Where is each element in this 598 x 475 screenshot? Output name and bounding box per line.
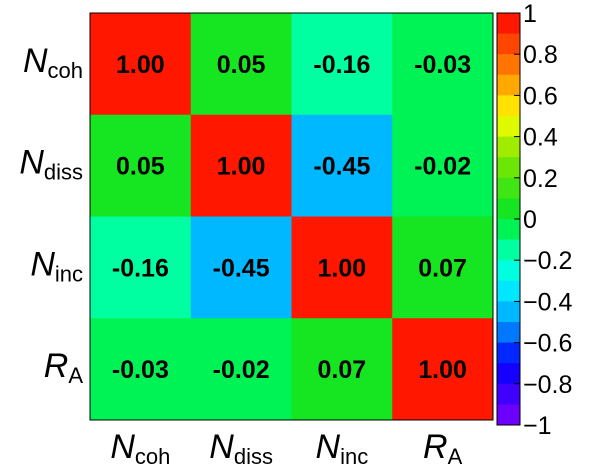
cell-value-label: 0.07 <box>318 356 367 384</box>
cell-value-label: 0.05 <box>116 153 165 181</box>
color-scale-tick-label: 1 <box>523 0 537 28</box>
color-scale-band <box>497 219 520 240</box>
cell-value-label: 1.00 <box>217 153 266 181</box>
color-scale-tick-label: −0.8 <box>523 371 572 399</box>
cell-value-label: -0.02 <box>213 356 270 384</box>
x-axis-label-symbol: R <box>423 428 448 466</box>
color-scale-band <box>497 322 520 343</box>
y-axis-label-symbol: N <box>30 245 55 283</box>
color-scale-band <box>497 281 520 302</box>
y-axis-label: Ninc <box>30 245 83 286</box>
cell-value-label: -0.02 <box>414 153 471 181</box>
color-scale-band <box>497 157 520 178</box>
color-scale-tick-label: 0.4 <box>523 124 558 152</box>
cell-value-label: 1.00 <box>318 254 367 282</box>
x-axis-label-subscript: inc <box>340 444 368 469</box>
color-scale-tick-label: −0.4 <box>523 288 572 316</box>
color-scale-band <box>497 198 520 219</box>
color-scale-band <box>497 301 520 322</box>
x-axis-label-subscript: A <box>448 444 463 469</box>
color-scale-band <box>497 13 520 34</box>
color-scale-band <box>497 260 520 281</box>
cell-value-label: 1.00 <box>418 356 467 384</box>
color-scale-band <box>497 75 520 96</box>
color-scale-band <box>497 343 520 364</box>
y-axis-label: RA <box>44 347 84 388</box>
color-scale-band <box>497 384 520 405</box>
y-axis-label-symbol: R <box>44 347 69 385</box>
color-scale-tick-labels: 1 0.8 0.6 0.4 0.2 0 −0.2 −0.4 −0.6 −0.8 −1 <box>514 0 572 440</box>
x-axis-label: Ninc <box>316 428 369 469</box>
color-scale-band <box>497 240 520 261</box>
y-axis-label-subscript: inc <box>55 261 83 286</box>
color-scale-band <box>497 34 520 55</box>
color-scale-tick-label: 0.8 <box>523 41 558 69</box>
cell-value-label: 0.07 <box>418 254 467 282</box>
y-axis-label-subscript: diss <box>44 160 83 185</box>
cell-value-label: 0.05 <box>217 51 266 79</box>
cell-value-label: -0.16 <box>112 254 169 282</box>
x-axis-label-symbol: N <box>110 428 135 466</box>
color-scale-band <box>497 363 520 384</box>
x-axis-label: Ncoh <box>110 428 170 469</box>
color-scale-band <box>497 54 520 75</box>
cell-value-label: -0.45 <box>313 153 370 181</box>
color-scale-tick-label: 0.6 <box>523 82 558 110</box>
color-scale-tick-label: −0.6 <box>523 330 572 358</box>
y-axis-label: Ndiss <box>19 144 83 185</box>
color-scale-tick-label: −1 <box>523 412 552 440</box>
x-axis-label-subscript: coh <box>135 444 170 469</box>
color-scale-band <box>497 116 520 137</box>
x-axis-label-subscript: diss <box>234 444 273 469</box>
color-scale-tick-label: −0.2 <box>523 247 572 275</box>
y-axis-label-subscript: A <box>68 363 83 388</box>
color-scale-tick-label: 0 <box>523 206 537 234</box>
y-axis-label-subscript: coh <box>48 58 83 83</box>
cell-value-label: -0.45 <box>213 254 270 282</box>
x-axis-label-symbol: N <box>316 428 341 466</box>
y-axis-label: Ncoh <box>23 42 83 83</box>
cell-value-label: -0.03 <box>112 356 169 384</box>
x-axis-label-symbol: N <box>209 428 234 466</box>
cell-value-label: -0.03 <box>414 51 471 79</box>
y-axis-label-symbol: N <box>19 144 44 182</box>
y-axis-label-symbol: N <box>23 42 48 80</box>
color-scale-band <box>497 178 520 199</box>
cell-value-label: 1.00 <box>116 51 165 79</box>
color-scale-tick-label: 0.2 <box>523 165 558 193</box>
color-scale-band <box>497 404 520 425</box>
x-axis-label: Ndiss <box>209 428 273 469</box>
x-axis-labels: Ncoh Ndiss Ninc RA <box>110 428 462 469</box>
color-scale-band <box>497 137 520 158</box>
x-axis-label: RA <box>423 428 463 469</box>
cell-value-label: -0.16 <box>313 51 370 79</box>
color-scale-band <box>497 95 520 116</box>
